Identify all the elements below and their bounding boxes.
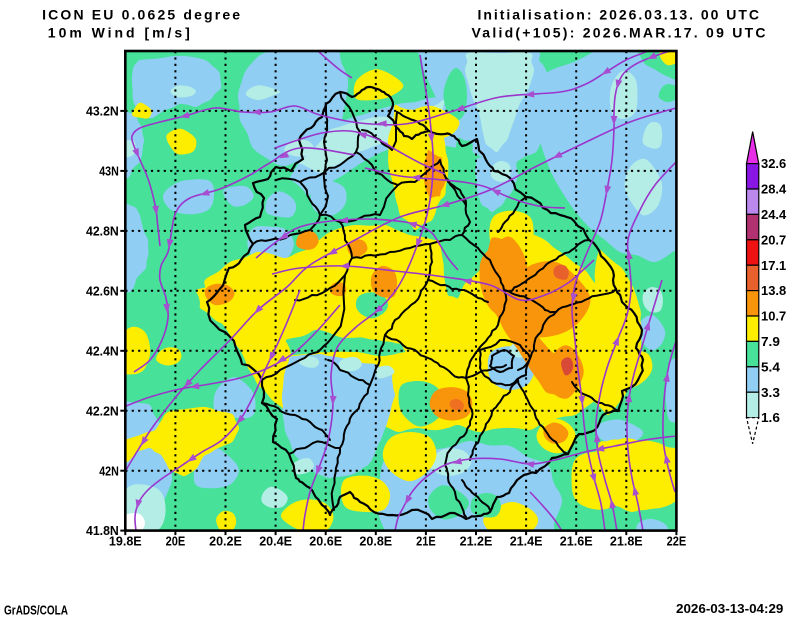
svg-text:21E: 21E [416, 533, 436, 548]
svg-text:20.6E: 20.6E [309, 533, 342, 548]
svg-text:10.7: 10.7 [761, 309, 786, 324]
svg-text:10m Wind [m/s]: 10m Wind [m/s] [48, 25, 190, 41]
svg-text:42.4N: 42.4N [86, 343, 119, 358]
svg-text:43.2N: 43.2N [86, 104, 119, 119]
svg-text:21.2E: 21.2E [460, 533, 493, 548]
svg-text:19.8E: 19.8E [109, 533, 142, 548]
svg-text:ICON EU 0.0625 degree: ICON EU 0.0625 degree [42, 6, 240, 22]
svg-text:GrADS/COLA: GrADS/COLA [4, 603, 68, 618]
svg-text:5.4: 5.4 [761, 359, 781, 374]
svg-text:41.8N: 41.8N [86, 523, 119, 538]
svg-text:17.1: 17.1 [761, 258, 786, 273]
svg-text:20.7: 20.7 [761, 232, 786, 247]
svg-text:21.6E: 21.6E [560, 533, 593, 548]
svg-text:20.8E: 20.8E [359, 533, 392, 548]
svg-text:42.2N: 42.2N [86, 403, 119, 418]
svg-text:21.4E: 21.4E [510, 533, 543, 548]
svg-text:24.4: 24.4 [761, 207, 787, 222]
svg-text:42.8N: 42.8N [86, 224, 119, 239]
svg-text:42.6N: 42.6N [86, 283, 119, 298]
svg-text:2026-03-13-04:29: 2026-03-13-04:29 [676, 601, 783, 616]
svg-text:43N: 43N [99, 164, 119, 179]
svg-text:Initialisation: 2026.03.13. 00: Initialisation: 2026.03.13. 00 UTC [478, 6, 760, 22]
svg-text:1.6: 1.6 [761, 410, 780, 425]
svg-text:20.2E: 20.2E [209, 533, 242, 548]
svg-text:32.6: 32.6 [761, 156, 786, 171]
svg-text:20.4E: 20.4E [259, 533, 292, 548]
svg-text:42N: 42N [99, 463, 119, 478]
svg-text:13.8: 13.8 [761, 283, 786, 298]
svg-text:22E: 22E [667, 533, 687, 548]
svg-text:7.9: 7.9 [761, 334, 780, 349]
svg-text:3.3: 3.3 [761, 385, 780, 400]
svg-text:28.4: 28.4 [761, 182, 787, 197]
svg-text:20E: 20E [166, 533, 186, 548]
svg-text:Valid(+105): 2026.MAR.17. 09 U: Valid(+105): 2026.MAR.17. 09 UTC [472, 25, 766, 41]
svg-text:21.8E: 21.8E [610, 533, 643, 548]
